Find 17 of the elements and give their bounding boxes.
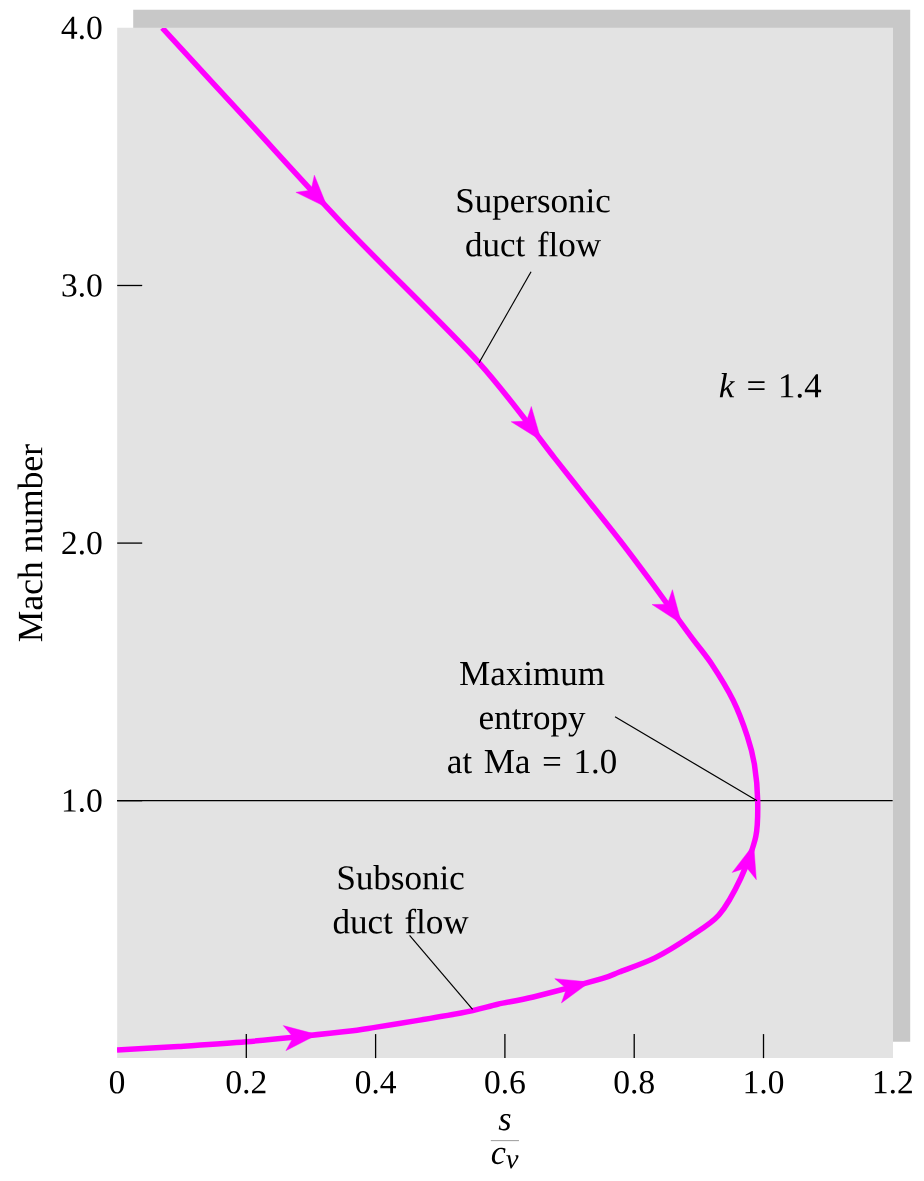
x-tick-label: 0.2 — [226, 1070, 266, 1094]
annotation: Maximum entropy at Ma = 1.0 — [448, 661, 616, 774]
y-tick-label: 4.0 — [61, 16, 102, 40]
annotation: Supersonic duct flow — [457, 189, 610, 257]
y-tick-label: 2.0 — [62, 531, 102, 555]
annotation: Subsonic duct flow — [333, 865, 469, 934]
x-tick-label: 0.8 — [614, 1070, 654, 1094]
y-tick-label: 3.0 — [62, 274, 102, 297]
x-axis-title: $\frac{s}{c_v}$ — [490, 1114, 519, 1169]
x-tick-label: 0.6 — [485, 1070, 525, 1094]
x-tick-label: 1.0 — [745, 1070, 784, 1094]
annotation: k = 1.4 — [719, 373, 822, 398]
x-tick-label: 0 — [109, 1070, 125, 1094]
y-axis-title: Mach number — [17, 444, 43, 642]
y-tick-label: 1.0 — [63, 789, 102, 813]
x-tick-label: 1.2 — [874, 1070, 912, 1094]
x-tick-label: 0.4 — [355, 1070, 397, 1094]
